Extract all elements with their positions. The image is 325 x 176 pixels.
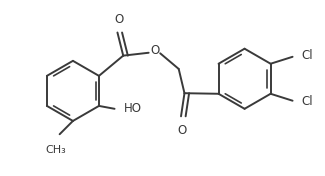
Text: Cl: Cl xyxy=(301,95,313,108)
Text: HO: HO xyxy=(124,102,142,115)
Text: O: O xyxy=(177,124,187,137)
Text: CH₃: CH₃ xyxy=(45,145,66,155)
Text: Cl: Cl xyxy=(301,49,313,62)
Text: O: O xyxy=(114,13,123,26)
Text: O: O xyxy=(150,44,160,57)
